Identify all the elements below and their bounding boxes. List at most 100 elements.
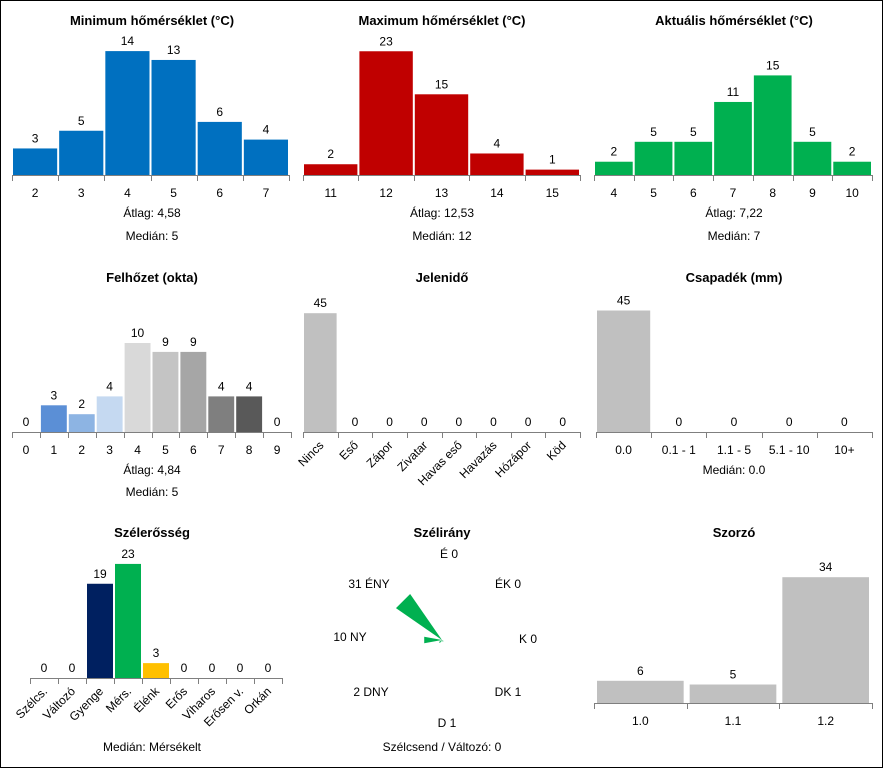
value-label: 3 [153, 646, 160, 660]
bar-Nincs [304, 313, 337, 432]
value-label: 14 [121, 34, 135, 48]
direction-label: 31 ÉNY [348, 576, 389, 591]
stat-text: Átlag: 4,84 [123, 462, 181, 477]
tick-label: 8 [246, 443, 253, 457]
bar-2 [13, 148, 58, 175]
value-label: 45 [314, 296, 328, 310]
chart-title: Felhőzet (okta) [106, 270, 198, 285]
tick-label: 9 [809, 186, 816, 200]
value-label: 4 [263, 123, 270, 137]
value-label: 0 [386, 415, 393, 429]
tick-label: 1 [51, 443, 58, 457]
bar-4 [595, 161, 633, 175]
tick-label: 0.1 - 1 [662, 443, 696, 457]
tick-label: 3 [78, 186, 85, 200]
value-label: 0 [675, 415, 682, 429]
bar-Élénk [143, 663, 169, 678]
tick-label: Havazás [457, 438, 500, 481]
value-label: 4 [218, 379, 225, 393]
value-label: 10 [131, 326, 145, 340]
value-label: 5 [730, 668, 737, 682]
value-label: 0 [421, 415, 428, 429]
tick-label: 10 [845, 186, 859, 200]
value-label: 15 [435, 77, 449, 91]
value-label: 2 [78, 397, 85, 411]
chart-title: Jelenidő [416, 270, 469, 285]
chart-cloud: Felhőzet (okta) 0 3 2 4 10 9 9 4 4 0 0 1 2 3 4 5 6 7 8 9 Átla… [12, 270, 292, 499]
bar-2 [68, 414, 95, 432]
value-label: 23 [379, 34, 393, 48]
tick-label: Mérs. [103, 684, 134, 715]
direction-label: ÉK 0 [495, 576, 521, 591]
chart-title: Minimum hőmérséklet (°C) [70, 13, 234, 28]
bar-0.0 [597, 310, 651, 432]
wind-footer: Szélcsend / Változó: 0 [383, 740, 502, 754]
tick-label: 5 [170, 186, 177, 200]
bar-3 [59, 130, 104, 175]
tick-label: 5.1 - 10 [769, 443, 810, 457]
tick-label: 12 [379, 186, 393, 200]
value-label: 3 [32, 131, 39, 145]
value-label: 4 [494, 136, 501, 150]
stat-text: Átlag: 12,53 [410, 205, 474, 220]
tick-label: 15 [546, 186, 560, 200]
tick-label: 4 [611, 186, 618, 200]
value-label: 2 [327, 147, 334, 161]
value-label: 23 [121, 547, 135, 561]
tick-label: 8 [769, 186, 776, 200]
bar-5 [152, 351, 179, 432]
bar-1.0 [597, 680, 684, 703]
value-label: 0 [69, 661, 76, 675]
tick-label: 2 [32, 186, 39, 200]
value-label: 0 [455, 415, 462, 429]
tick-label: 14 [490, 186, 504, 200]
chart-precip: Csapadék (mm) 45 0 0 0 0 0.0 0.1 - 1 1.1 - 5 5.1 … [596, 270, 873, 477]
bar-10 [833, 161, 871, 175]
tick-label: Zápor [364, 438, 396, 470]
bar-Mérs. [115, 563, 141, 678]
bar-9 [793, 141, 832, 175]
value-label: 0 [490, 415, 497, 429]
stat-text: Átlag: 7,22 [705, 205, 763, 220]
value-label: 0 [237, 661, 244, 675]
value-label: 34 [819, 560, 833, 574]
value-label: 2 [849, 145, 856, 159]
stat-text: Átlag: 4,58 [123, 205, 181, 220]
bar-7 [243, 139, 288, 175]
value-label: 0 [23, 415, 30, 429]
wind-wedge-D [441, 640, 443, 642]
tick-label: 6 [690, 186, 697, 200]
stat-text: Medián: 0.0 [703, 463, 766, 477]
chart-mult: Szorzó 6 5 34 1.0 1.1 1.2 [594, 525, 873, 728]
value-label: 0 [274, 415, 281, 429]
wind-wedge-NY [424, 636, 442, 644]
wind-wedge-DK [442, 640, 444, 642]
stat-text: Medián: 5 [126, 229, 179, 243]
tick-label: Orkán [241, 684, 274, 717]
value-label: 4 [106, 379, 113, 393]
value-label: 0 [559, 415, 566, 429]
chart-title: Aktuális hőmérséklet (°C) [655, 13, 813, 28]
chart-title: Szélerősség [114, 525, 190, 540]
bar-1.2 [782, 577, 869, 703]
value-label: 1 [549, 153, 556, 167]
chart-title: Csapadék (mm) [686, 270, 783, 285]
direction-label: 10 NY [333, 630, 366, 644]
value-label: 11 [727, 85, 740, 99]
tick-label: 3 [106, 443, 113, 457]
bar-4 [105, 51, 150, 175]
tick-label: 10+ [834, 443, 854, 457]
value-label: 5 [78, 114, 85, 128]
tick-label: 9 [274, 443, 281, 457]
bar-6 [180, 351, 207, 432]
value-label: 0 [209, 661, 216, 675]
tick-label: 5 [162, 443, 169, 457]
tick-label: 0 [23, 443, 30, 457]
bar-12 [359, 51, 413, 176]
bar-14 [470, 153, 524, 175]
tick-label: 4 [124, 186, 131, 200]
value-label: 4 [246, 379, 253, 393]
tick-label: 1.1 [725, 714, 742, 728]
